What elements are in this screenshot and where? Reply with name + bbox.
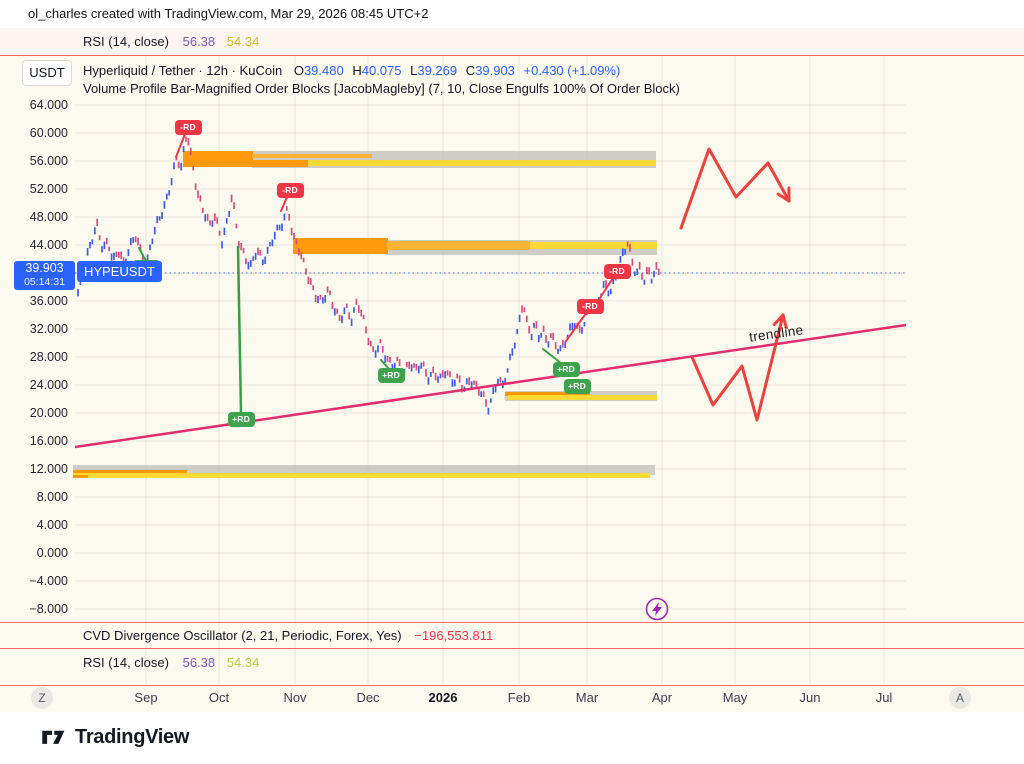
indicator-legend-row[interactable]: Volume Profile Bar-Magnified Order Block…: [83, 81, 680, 96]
bar-countdown: 05:14:31: [24, 276, 65, 288]
time-label: Sep: [134, 690, 158, 705]
current-price: 39.903: [25, 261, 64, 275]
symbol-title: Hyperliquid / Tether · 12h · KuCoin: [83, 63, 283, 78]
rsi-strip-signal: 54.34: [226, 34, 260, 49]
price-tick: 24.000: [29, 378, 68, 392]
change-value: +0.430 (+1.09%): [523, 63, 621, 78]
tradingview-logo-icon: [42, 730, 65, 744]
high-value: 40.075: [361, 63, 402, 78]
chart-background: [0, 28, 1024, 712]
time-label: Mar: [575, 690, 599, 705]
price-tick: 32.000: [29, 322, 68, 336]
price-tick: 56.000: [29, 154, 68, 168]
price-tick: 52.000: [29, 182, 68, 196]
price-tick: 0.000: [36, 546, 68, 560]
price-tick: 8.000: [36, 490, 68, 504]
time-label: Nov: [283, 690, 307, 705]
header-credit: ol_charles created with TradingView.com,…: [28, 6, 429, 21]
auto-scale-button[interactable]: A: [949, 687, 971, 709]
time-label: Feb: [507, 690, 531, 705]
price-tick: 44.000: [29, 238, 68, 252]
rd-label: -RD: [603, 263, 631, 279]
price-tick: 64.000: [29, 98, 68, 112]
rd-label: +RD: [552, 361, 580, 377]
footer: TradingView: [0, 712, 1024, 764]
price-tick: 4.000: [36, 518, 68, 532]
pane-separator: [0, 648, 1024, 649]
open-label: O: [293, 63, 304, 78]
rsi-pane-label[interactable]: RSI (14, close): [83, 655, 169, 670]
price-tick: 16.000: [29, 434, 68, 448]
rsi-strip-value: 56.38: [182, 34, 216, 49]
price-tick: −8.000: [29, 602, 68, 616]
rd-label: -RD: [174, 119, 202, 135]
high-label: H: [352, 63, 362, 78]
time-label: Oct: [208, 690, 230, 705]
symbol-tag: HYPEUSDT: [77, 261, 162, 282]
time-label: 2026: [428, 690, 458, 705]
rd-label: +RD: [377, 367, 405, 383]
tradingview-logo-text: TradingView: [75, 726, 190, 748]
price-tick: 28.000: [29, 350, 68, 364]
pane-separator: [0, 622, 1024, 623]
time-label: Jul: [875, 690, 893, 705]
zoom-out-button[interactable]: Z: [31, 687, 53, 709]
time-label: May: [722, 690, 748, 705]
price-tick: 36.000: [29, 294, 68, 308]
open-value: 39.480: [303, 63, 344, 78]
cvd-pane-value: −196,553.811: [414, 628, 494, 643]
rd-label: -RD: [576, 298, 604, 314]
rsi-strip-label: RSI (14, close): [83, 34, 169, 49]
symbol-legend-row[interactable]: Hyperliquid / Tether · 12h · KuCoin O39.…: [83, 63, 680, 78]
time-axis[interactable]: Z A Sep Oct Nov Dec 2026 Feb Mar Apr May Jun Jul: [0, 685, 1024, 712]
rd-label: -RD: [276, 182, 304, 198]
low-label: L: [410, 63, 418, 78]
price-tick: 20.000: [29, 406, 68, 420]
cvd-pane-row: CVD Divergence Oscillator (2, 21, Period…: [83, 629, 493, 643]
time-label: Apr: [651, 690, 673, 705]
time-label: Dec: [356, 690, 380, 705]
rsi-pane-value: 56.38: [182, 655, 216, 670]
cvd-pane-label[interactable]: CVD Divergence Oscillator (2, 21, Period…: [83, 628, 402, 643]
price-tick: −4.000: [29, 574, 68, 588]
top-rsi-strip: [0, 28, 1024, 55]
close-value: 39.903: [475, 63, 515, 78]
low-value: 39.269: [417, 63, 458, 78]
axis-separator: [0, 685, 1024, 686]
rd-label: +RD: [563, 378, 591, 394]
price-tick: 48.000: [29, 210, 68, 224]
tradingview-logo[interactable]: TradingView: [40, 724, 189, 751]
time-label: Jun: [799, 690, 821, 705]
pane-separator: [0, 55, 1024, 56]
current-price-label: 39.903 05:14:31: [14, 261, 75, 290]
rsi-pane-row: RSI (14, close) 56.38 54.34: [83, 656, 259, 670]
close-label: C: [465, 63, 476, 78]
rd-label: +RD: [227, 411, 255, 427]
price-axis[interactable]: 64.00060.00056.00052.00048.00044.00040.0…: [0, 0, 75, 712]
price-tick: 60.000: [29, 126, 68, 140]
quote-currency-button[interactable]: USDT: [22, 60, 72, 86]
top-rsi-strip-row[interactable]: RSI (14, close) 56.38 54.34: [83, 28, 259, 55]
rsi-pane-signal: 54.34: [226, 655, 260, 670]
chart-legend: Hyperliquid / Tether · 12h · KuCoin O39.…: [83, 63, 680, 96]
price-tick: 12.000: [29, 462, 68, 476]
